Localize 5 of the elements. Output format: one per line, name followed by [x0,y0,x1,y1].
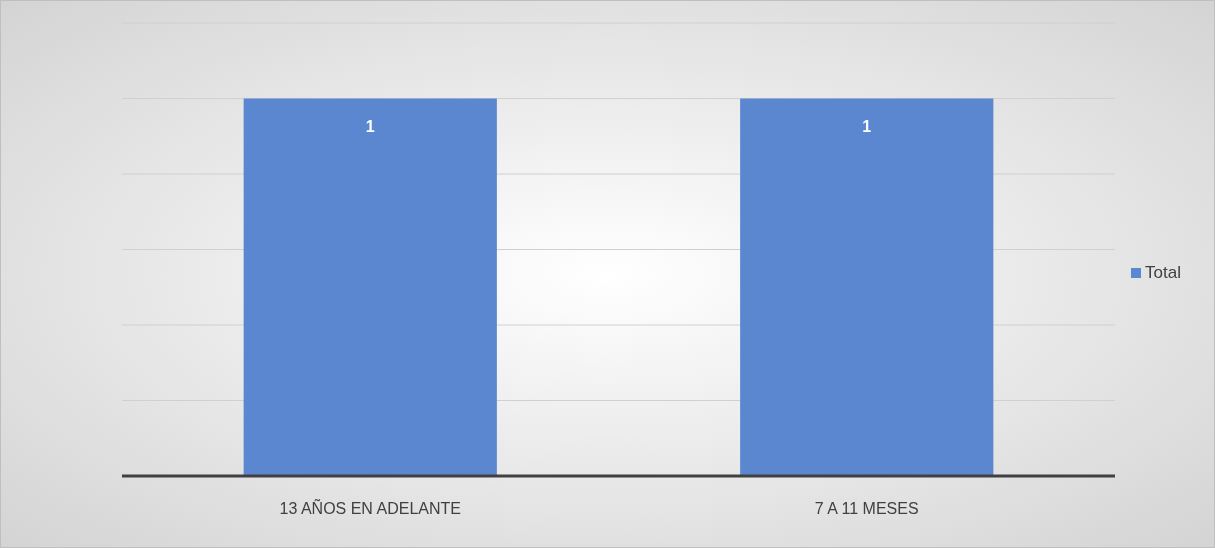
x-tick-label: 7 A 11 MESES [814,500,919,517]
x-tick-label: 13 AÑOS EN ADELANTE [279,498,461,517]
legend-label: Total [1145,263,1181,282]
data-label: 1 [862,117,872,135]
data-label: 1 [365,117,375,135]
